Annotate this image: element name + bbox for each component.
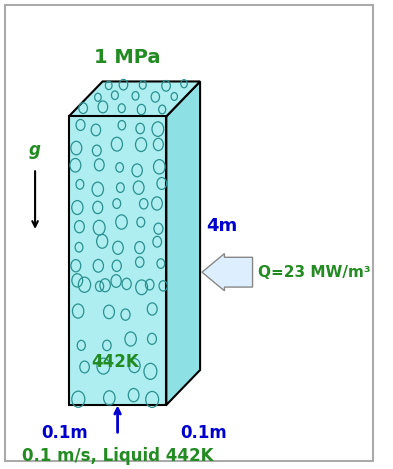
Text: 1 MPa: 1 MPa [94, 48, 161, 68]
Bar [69, 116, 166, 405]
Text: 442K: 442K [91, 353, 138, 371]
Text: 0.1m: 0.1m [42, 424, 88, 441]
Text: 0.1m: 0.1m [180, 424, 227, 441]
Polygon shape [166, 82, 200, 405]
Text: 0.1 m/s, Liquid 442K: 0.1 m/s, Liquid 442K [22, 447, 213, 465]
Polygon shape [202, 254, 253, 291]
Text: Q=23 MW/m³: Q=23 MW/m³ [258, 265, 371, 280]
Text: 4m: 4m [206, 217, 237, 235]
Text: g: g [29, 141, 41, 159]
Polygon shape [69, 82, 200, 116]
